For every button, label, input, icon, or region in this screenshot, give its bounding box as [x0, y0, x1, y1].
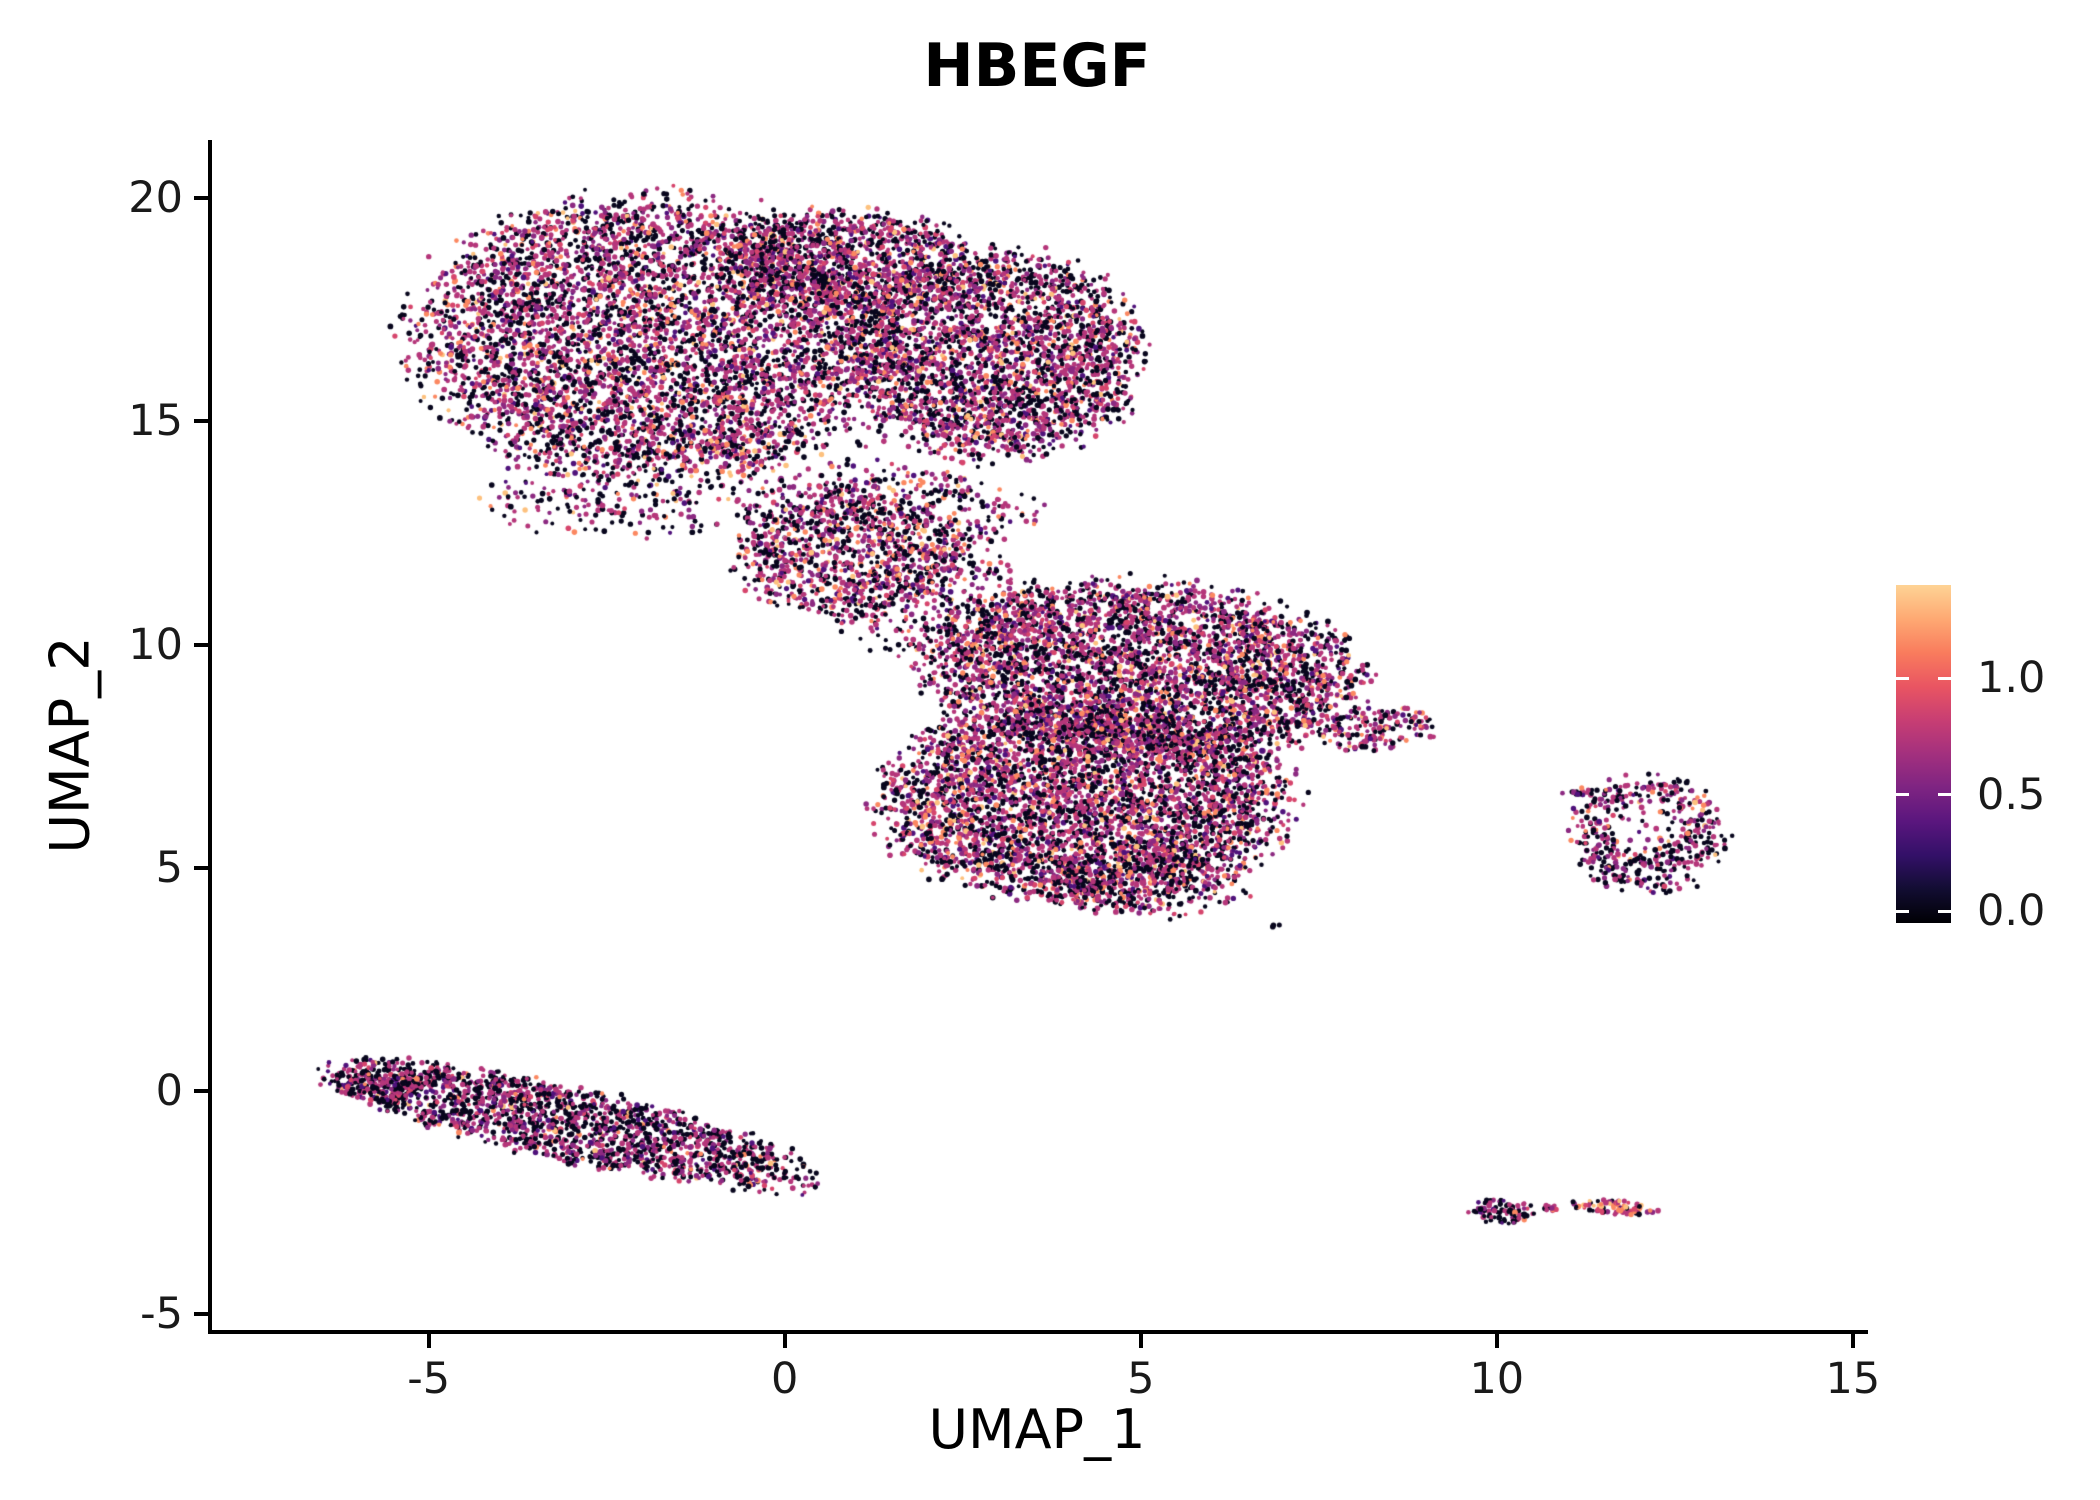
y-axis-line: [208, 140, 212, 1334]
y-tick-label: 15: [128, 396, 183, 447]
y-tick-label: -5: [140, 1289, 183, 1340]
x-tick-mark: [426, 1334, 431, 1348]
y-tick-label: 20: [128, 173, 183, 224]
y-tick-mark: [194, 196, 208, 201]
x-tick-mark: [782, 1334, 787, 1348]
colorbar-tick-mark: [1896, 793, 1909, 797]
colorbar-tick-mark: [1896, 909, 1909, 913]
x-tick-mark: [1850, 1334, 1855, 1348]
y-tick-mark: [194, 1089, 208, 1094]
y-tick-mark: [194, 642, 208, 647]
colorbar-tick-mark: [1938, 793, 1951, 797]
y-tick-mark: [194, 865, 208, 870]
colorbar-tick-label: 1.0: [1977, 653, 2046, 704]
colorbar-tick-mark: [1938, 909, 1951, 913]
x-tick-mark: [1494, 1334, 1499, 1348]
colorbar-gradient: [1896, 585, 1951, 923]
x-tick-label: 15: [1825, 1354, 1881, 1404]
x-axis-line: [208, 1330, 1868, 1334]
plot-title: HBEGF: [923, 31, 1151, 101]
x-axis-title: UMAP_1: [928, 1398, 1146, 1461]
y-tick-label: 10: [128, 619, 183, 670]
colorbar-tick-label: 0.5: [1977, 769, 2046, 820]
colorbar-tick-mark: [1896, 676, 1909, 680]
x-tick-label: 5: [1127, 1354, 1155, 1404]
colorbar-legend: [1896, 585, 1951, 923]
x-tick-label: -5: [407, 1354, 451, 1404]
colorbar-tick-mark: [1938, 676, 1951, 680]
x-tick-label: 0: [771, 1354, 799, 1404]
x-tick-label: 10: [1469, 1354, 1525, 1404]
y-tick-label: 0: [155, 1066, 183, 1117]
x-tick-mark: [1138, 1334, 1143, 1348]
colorbar-tick-label: 0.0: [1977, 886, 2046, 937]
y-tick-mark: [194, 1312, 208, 1317]
y-tick-mark: [194, 419, 208, 424]
y-tick-label: 5: [155, 842, 183, 893]
